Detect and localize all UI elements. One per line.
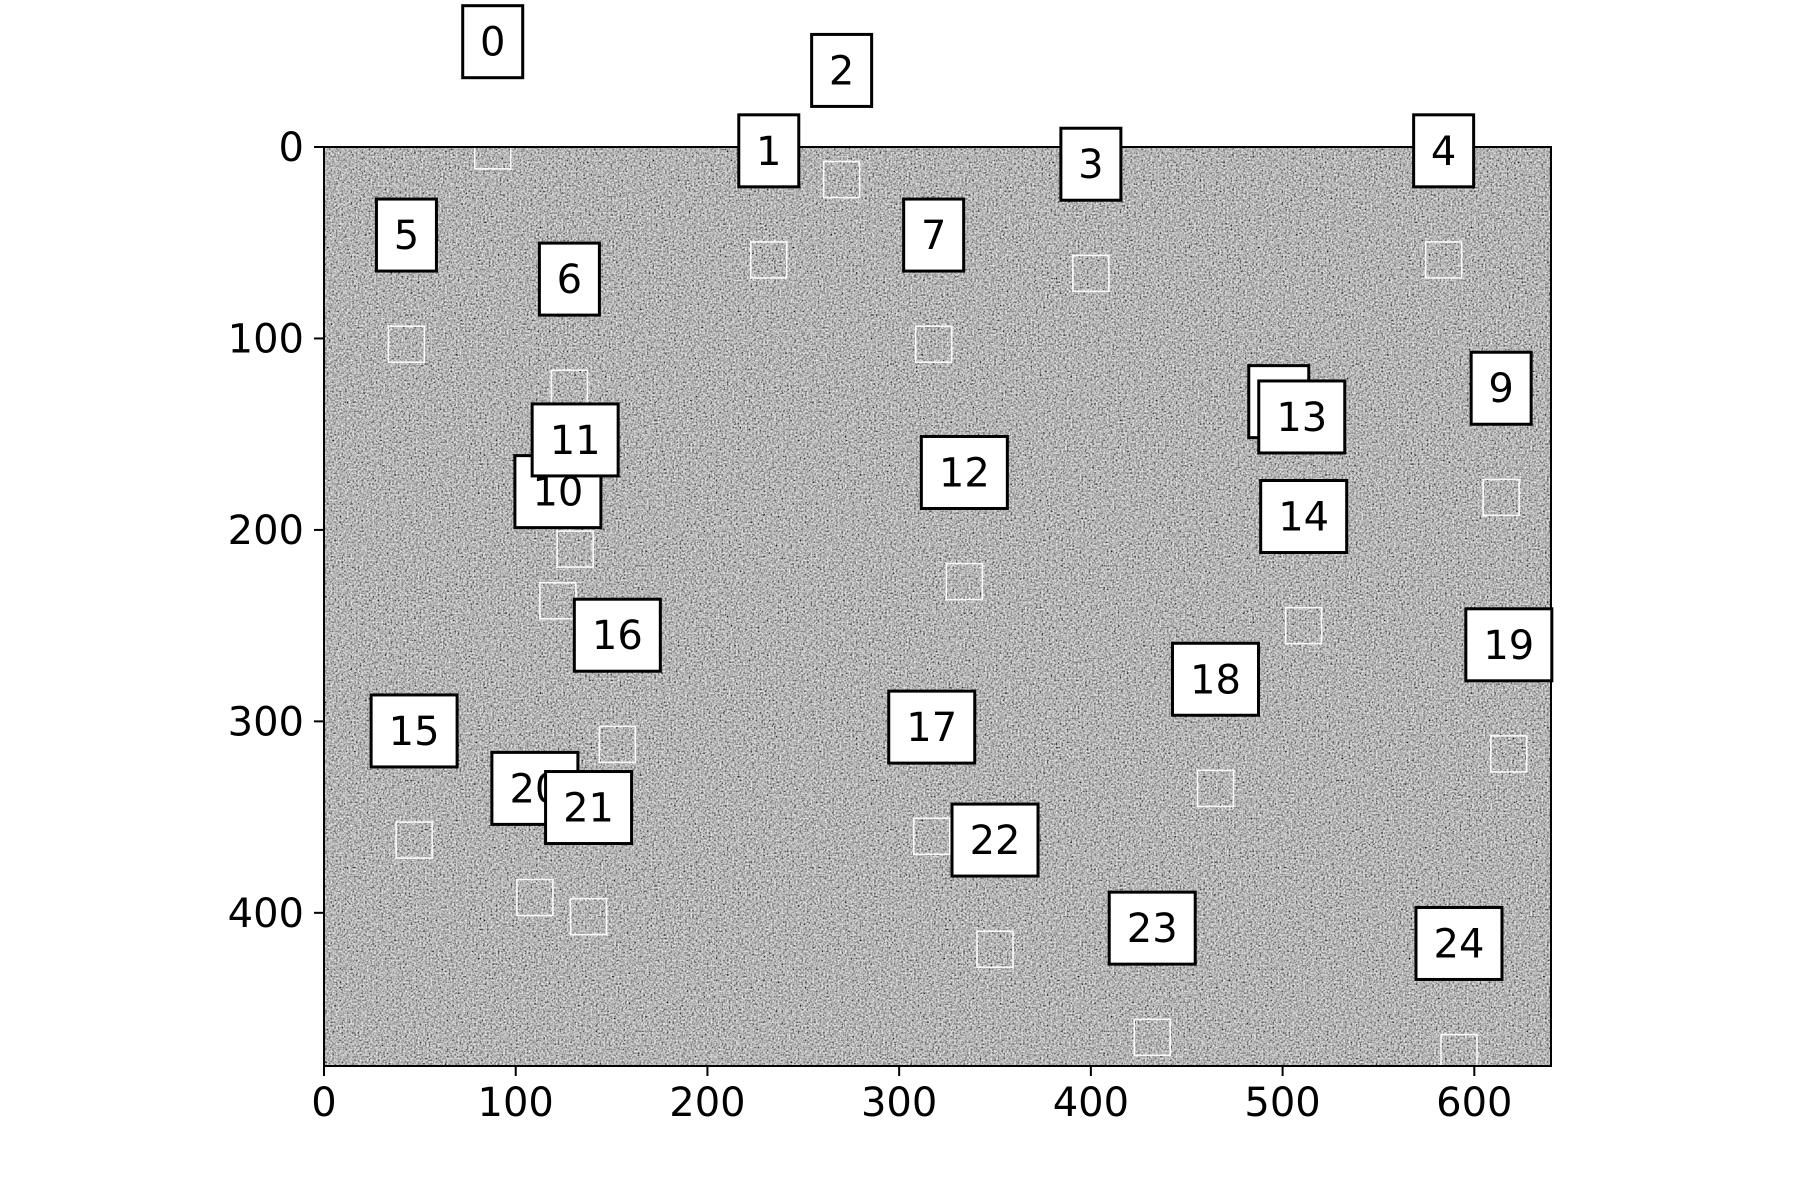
marker-23	[1133, 1018, 1172, 1057]
label-box-0	[461, 4, 525, 80]
label-box-17	[887, 689, 977, 765]
plot-frame	[323, 146, 1552, 1067]
label-box-23	[1107, 890, 1197, 966]
x-tick-label-300: 300	[861, 1080, 937, 1126]
label-text-14: 14	[1278, 495, 1329, 541]
x-tick-label-500: 500	[1244, 1080, 1320, 1126]
label-box-2	[810, 32, 874, 108]
label-text-18: 18	[1190, 657, 1241, 703]
label-box-14	[1259, 479, 1349, 555]
label-text-23: 23	[1127, 906, 1178, 952]
label-box-6	[537, 241, 601, 317]
y-tick-label-300: 300	[228, 699, 304, 745]
label-text-7: 7	[921, 213, 946, 259]
label-text-1: 1	[756, 129, 781, 175]
marker-9	[1482, 478, 1520, 517]
marker-21	[569, 897, 608, 936]
label-box-12	[919, 434, 1009, 510]
label-text-2: 2	[829, 48, 854, 94]
marker-4	[1424, 241, 1463, 279]
label-box-15	[369, 693, 459, 769]
x-tick-label-200: 200	[669, 1080, 745, 1126]
label-box-9	[1469, 350, 1533, 426]
marker-0	[473, 147, 512, 170]
label-text-11: 11	[550, 418, 601, 464]
label-box-19	[1464, 607, 1554, 683]
label-box-13	[1257, 379, 1347, 455]
y-tick-label-200: 200	[228, 508, 304, 554]
marker-22	[976, 930, 1014, 969]
marker-20	[516, 878, 554, 917]
marker-12	[945, 562, 984, 601]
noise-image	[324, 147, 1551, 1066]
x-tick-label-600: 600	[1436, 1080, 1512, 1126]
y-tick-label-0: 0	[279, 125, 304, 171]
label-box-5	[374, 197, 438, 273]
marker-18	[1196, 769, 1235, 808]
label-text-24: 24	[1434, 921, 1485, 967]
y-tick-label-400: 400	[228, 891, 304, 937]
label-text-19: 19	[1483, 623, 1534, 669]
label-text-22: 22	[970, 818, 1021, 864]
label-box-1	[737, 113, 801, 189]
marker-1	[749, 241, 788, 279]
marker-2	[822, 160, 861, 199]
label-text-4: 4	[1431, 129, 1456, 175]
label-box-3	[1059, 126, 1123, 202]
marker-7	[914, 325, 953, 364]
marker-19	[1490, 735, 1528, 773]
y-tick-label-100: 100	[228, 316, 304, 362]
label-text-13: 13	[1276, 395, 1327, 441]
marker-14	[1284, 606, 1323, 645]
label-box-11	[530, 402, 620, 478]
x-tick-label-400: 400	[1053, 1080, 1129, 1126]
marker-15	[395, 821, 433, 859]
label-text-0: 0	[480, 20, 505, 66]
label-text-5: 5	[394, 213, 419, 259]
marker-5	[387, 325, 426, 364]
marker-16	[598, 725, 637, 764]
label-box-21	[544, 770, 634, 846]
label-text-21: 21	[563, 786, 614, 832]
label-text-6: 6	[557, 257, 582, 303]
label-box-4	[1412, 113, 1476, 189]
label-box-24	[1414, 905, 1504, 981]
marker-11	[556, 530, 594, 568]
marker-17	[912, 817, 951, 856]
label-text-3: 3	[1078, 142, 1103, 188]
label-text-9: 9	[1488, 366, 1513, 412]
x-tick-label-0: 0	[311, 1080, 336, 1126]
x-tick-label-100: 100	[478, 1080, 554, 1126]
label-box-16	[572, 597, 662, 673]
label-box-18	[1170, 641, 1260, 717]
label-text-12: 12	[939, 450, 990, 496]
label-text-17: 17	[906, 705, 957, 751]
label-text-16: 16	[592, 613, 643, 659]
marker-3	[1072, 254, 1110, 293]
label-box-7	[902, 197, 966, 273]
label-text-15: 15	[389, 709, 440, 755]
label-box-22	[950, 802, 1040, 878]
marker-24	[1440, 1033, 1478, 1066]
